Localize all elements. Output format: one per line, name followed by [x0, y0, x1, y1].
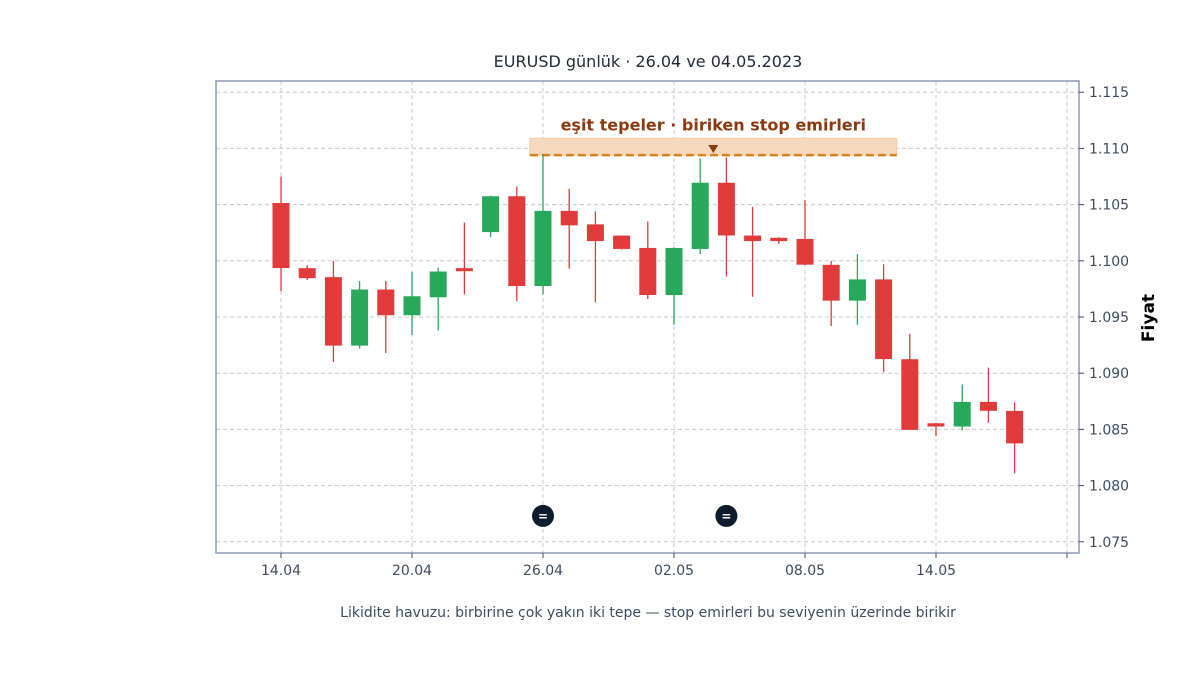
candle-body — [875, 279, 893, 360]
equal-high-marker — [715, 504, 738, 527]
equal-high-marker-label: = — [721, 509, 731, 523]
x-tick-label: 08.05 — [785, 563, 825, 579]
chart-title: EURUSD günlük · 26.04 ve 04.05.2023 — [494, 52, 803, 71]
candles-layer — [272, 154, 1024, 474]
candle-body — [691, 182, 709, 249]
candle-body — [953, 401, 971, 427]
x-tick-label: 26.04 — [523, 563, 563, 579]
candle-body — [586, 224, 604, 242]
candle-body — [1006, 410, 1024, 444]
candle-body — [377, 289, 395, 316]
equal-high-marker-label: = — [538, 509, 548, 523]
equal-high-marker — [532, 504, 554, 527]
y-tick-label: 1.115 — [1089, 85, 1129, 101]
candle-body — [901, 359, 919, 430]
candle-body — [560, 210, 578, 226]
y-tick-label: 1.105 — [1089, 198, 1129, 214]
candle-body — [403, 296, 421, 316]
candle-body — [848, 279, 866, 301]
candle-body — [429, 271, 447, 298]
candle-body — [770, 237, 788, 242]
candle-body — [796, 238, 814, 265]
y-tick-label: 1.090 — [1089, 366, 1129, 382]
x-tick-label: 14.04 — [261, 563, 301, 579]
candle-body — [613, 235, 631, 249]
y-tick-label: 1.110 — [1089, 141, 1129, 157]
x-tick-label: 14.05 — [916, 563, 956, 579]
annotation-label: eşit tepeler · biriken stop emirleri — [561, 116, 866, 135]
x-tick-label: 20.04 — [392, 563, 432, 579]
candle-body — [744, 235, 762, 242]
candle-body — [298, 268, 316, 279]
candle-body — [717, 182, 735, 236]
candle-body — [822, 264, 840, 301]
candle-body — [482, 196, 500, 233]
candle-body — [665, 247, 683, 296]
candle-body — [927, 423, 945, 427]
candle-body — [351, 289, 369, 346]
candle-body — [534, 210, 552, 287]
y-tick-label: 1.100 — [1089, 254, 1129, 270]
candle-body — [455, 268, 473, 272]
x-tick-label: 02.05 — [654, 563, 694, 579]
candle-body — [324, 277, 342, 346]
y-tick-label: 1.075 — [1089, 535, 1129, 551]
candle-body — [272, 202, 290, 269]
candle-body — [979, 401, 997, 411]
candle-body — [639, 247, 657, 296]
candle-body — [508, 196, 526, 287]
y-tick-label: 1.080 — [1089, 479, 1129, 495]
y-axis-label: Fiyat — [1139, 294, 1159, 342]
y-tick-label: 1.095 — [1089, 310, 1129, 326]
annotation-layer: eşit tepeler · biriken stop emirleri = = — [532, 116, 866, 527]
axes-layer: 1.075 1.080 1.085 1.090 1.095 1.100 1.105 1.110… — [261, 85, 1129, 579]
annotation-arrow-head — [708, 145, 719, 154]
chart-caption: Likidite havuzu: birbirine çok yakın iki… — [340, 605, 956, 621]
y-tick-label: 1.085 — [1089, 422, 1129, 438]
